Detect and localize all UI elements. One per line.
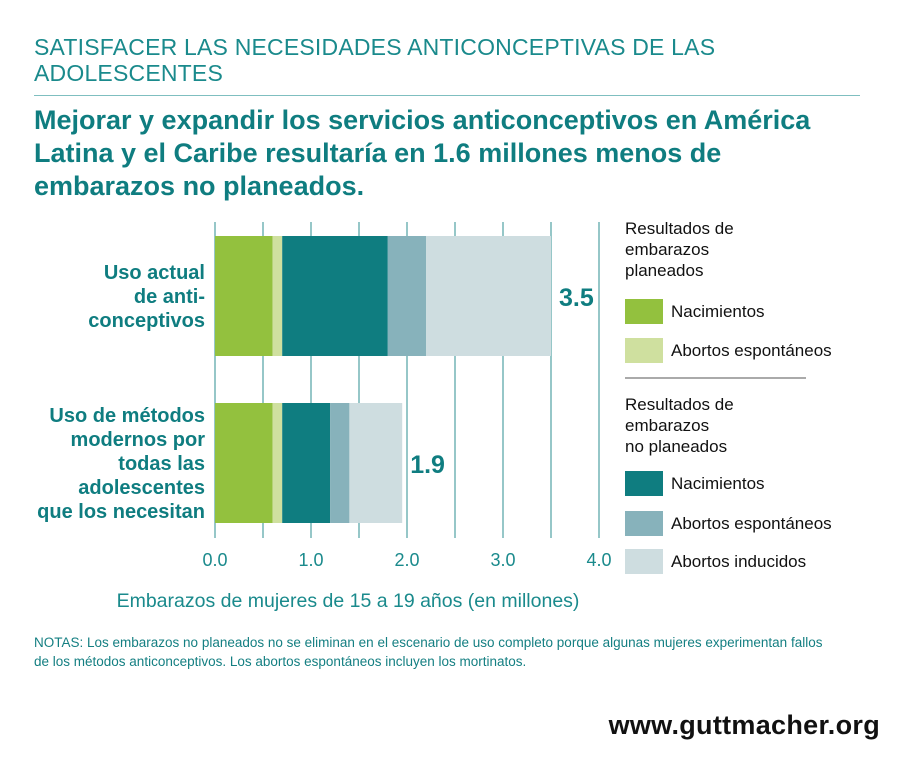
legend-group-title: no planeados — [625, 437, 727, 456]
bar-segment — [272, 403, 283, 523]
x-tick-label: 1.0 — [298, 550, 323, 570]
x-tick-label: 3.0 — [490, 550, 515, 570]
bar-segment — [330, 403, 350, 523]
website-footer[interactable]: www.guttmacher.org — [608, 710, 880, 740]
category-label: adolescentes — [78, 477, 205, 499]
x-tick-label: 2.0 — [394, 550, 419, 570]
legend-swatch — [625, 549, 663, 574]
legend-swatch — [625, 511, 663, 536]
chart-headline: Mejorar y expandir los servicios anticon… — [34, 105, 811, 201]
legend-swatch — [625, 471, 663, 496]
bar-segment — [215, 236, 273, 356]
bar-segment — [426, 236, 551, 356]
legend-group-title: Resultados de — [625, 395, 734, 414]
bar-segment — [272, 236, 283, 356]
category-label: conceptivos — [88, 310, 205, 332]
x-tick-label: 4.0 — [586, 550, 611, 570]
category-label: Uso de métodos — [49, 405, 205, 427]
category-label: de anti- — [134, 286, 205, 308]
legend-group-title: embarazos — [625, 240, 709, 259]
x-tick-label: 0.0 — [202, 550, 227, 570]
legend-swatch — [625, 299, 663, 324]
legend-label: Abortos espontáneos — [671, 341, 832, 360]
legend-group-title: Resultados de — [625, 219, 734, 238]
chart-notes: NOTAS: Los embarazos no planeados no se … — [34, 635, 823, 669]
legend-group-title: embarazos — [625, 416, 709, 435]
legend-label: Abortos inducidos — [671, 552, 806, 571]
category-label: que los necesitan — [37, 501, 205, 523]
bar-total-label: 3.5 — [559, 284, 594, 312]
report-kicker: SATISFACER LAS NECESIDADES ANTICONCEPTIV… — [34, 34, 716, 86]
x-axis-title: Embarazos de mujeres de 15 a 19 años (en… — [117, 590, 580, 612]
bar-segment — [282, 236, 388, 356]
legend-swatch — [625, 338, 663, 363]
bar-segment — [215, 403, 273, 523]
legend-label: Abortos espontáneos — [671, 514, 832, 533]
category-label: modernos por — [71, 429, 206, 451]
header-divider — [34, 95, 860, 96]
category-label: todas las — [118, 453, 205, 475]
bar-segment — [349, 403, 403, 523]
legend-label: Nacimientos — [671, 302, 765, 321]
category-label: Uso actual — [104, 262, 205, 284]
bar-segment — [282, 403, 331, 523]
bar-segment — [387, 236, 427, 356]
legend-label: Nacimientos — [671, 474, 765, 493]
legend-group-title: planeados — [625, 261, 703, 280]
bar-total-label: 1.9 — [410, 451, 445, 479]
